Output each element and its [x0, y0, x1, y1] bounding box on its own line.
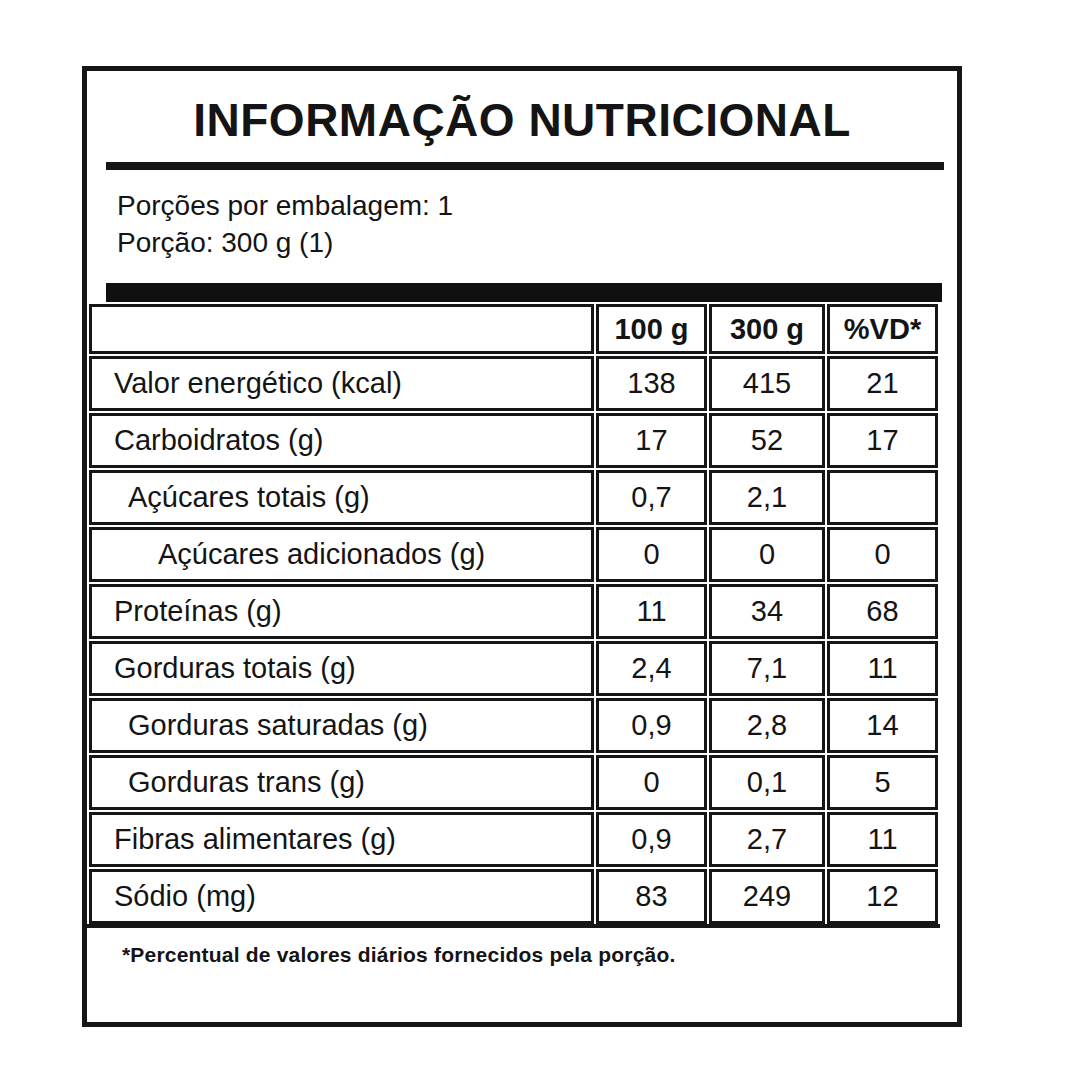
title-divider [106, 162, 944, 170]
value-per-100g: 2,4 [596, 641, 707, 696]
row-label: Açúcares adicionados (g) [89, 527, 594, 582]
value-percent-dv: 0 [827, 527, 938, 582]
table-row: Sódio (mg) 83 249 12 [89, 869, 938, 924]
column-header-300g: 300 g [709, 304, 825, 354]
value-percent-dv: 12 [827, 869, 938, 924]
value-percent-dv: 21 [827, 356, 938, 411]
value-percent-dv: 17 [827, 413, 938, 468]
row-label: Gorduras saturadas (g) [89, 698, 594, 753]
value-per-portion: 7,1 [709, 641, 825, 696]
table-row: Carboidratos (g) 17 52 17 [89, 413, 938, 468]
value-per-portion: 2,8 [709, 698, 825, 753]
value-per-portion: 2,7 [709, 812, 825, 867]
value-percent-dv [827, 470, 938, 525]
serving-info: Porções por embalagem: 1 Porção: 300 g (… [117, 187, 957, 261]
servings-per-package: Porções por embalagem: 1 [117, 187, 957, 224]
table-bottom-divider [87, 924, 940, 928]
table-row: Gorduras totais (g) 2,4 7,1 11 [89, 641, 938, 696]
value-per-100g: 11 [596, 584, 707, 639]
value-per-portion: 415 [709, 356, 825, 411]
table-row: Gorduras saturadas (g) 0,9 2,8 14 [89, 698, 938, 753]
row-label: Sódio (mg) [89, 869, 594, 924]
value-per-portion: 52 [709, 413, 825, 468]
value-percent-dv: 11 [827, 641, 938, 696]
value-per-portion: 0,1 [709, 755, 825, 810]
page-title: INFORMAÇÃO NUTRICIONAL [87, 92, 957, 149]
value-per-100g: 0 [596, 755, 707, 810]
table-row: Proteínas (g) 11 34 68 [89, 584, 938, 639]
value-per-100g: 0 [596, 527, 707, 582]
row-label: Fibras alimentares (g) [89, 812, 594, 867]
row-label: Carboidratos (g) [89, 413, 594, 468]
table-row: Fibras alimentares (g) 0,9 2,7 11 [89, 812, 938, 867]
value-percent-dv: 68 [827, 584, 938, 639]
table-row: Gorduras trans (g) 0 0,1 5 [89, 755, 938, 810]
column-header-100g: 100 g [596, 304, 707, 354]
row-label: Valor energético (kcal) [89, 356, 594, 411]
value-per-100g: 0,9 [596, 812, 707, 867]
value-percent-dv: 11 [827, 812, 938, 867]
value-per-portion: 34 [709, 584, 825, 639]
portion-size: Porção: 300 g (1) [117, 224, 957, 261]
row-label: Gorduras totais (g) [89, 641, 594, 696]
value-percent-dv: 5 [827, 755, 938, 810]
value-percent-dv: 14 [827, 698, 938, 753]
value-per-100g: 17 [596, 413, 707, 468]
value-per-portion: 2,1 [709, 470, 825, 525]
nutrition-label: INFORMAÇÃO NUTRICIONAL Porções por embal… [82, 66, 962, 1027]
value-per-portion: 249 [709, 869, 825, 924]
value-per-100g: 0,9 [596, 698, 707, 753]
header-empty-cell [89, 304, 594, 354]
value-per-portion: 0 [709, 527, 825, 582]
nutrition-table: 100 g 300 g %VD* Valor energético (kcal)… [87, 302, 940, 926]
table-header-row: 100 g 300 g %VD* [89, 304, 938, 354]
table-row: Açúcares totais (g) 0,7 2,1 [89, 470, 938, 525]
value-per-100g: 138 [596, 356, 707, 411]
column-header-vd: %VD* [827, 304, 938, 354]
row-label: Gorduras trans (g) [89, 755, 594, 810]
row-label: Proteínas (g) [89, 584, 594, 639]
header-bar [106, 283, 942, 302]
daily-value-footnote: *Percentual de valores diários fornecido… [122, 943, 957, 967]
table-row: Valor energético (kcal) 138 415 21 [89, 356, 938, 411]
value-per-100g: 0,7 [596, 470, 707, 525]
row-label: Açúcares totais (g) [89, 470, 594, 525]
table-row: Açúcares adicionados (g) 0 0 0 [89, 527, 938, 582]
value-per-100g: 83 [596, 869, 707, 924]
